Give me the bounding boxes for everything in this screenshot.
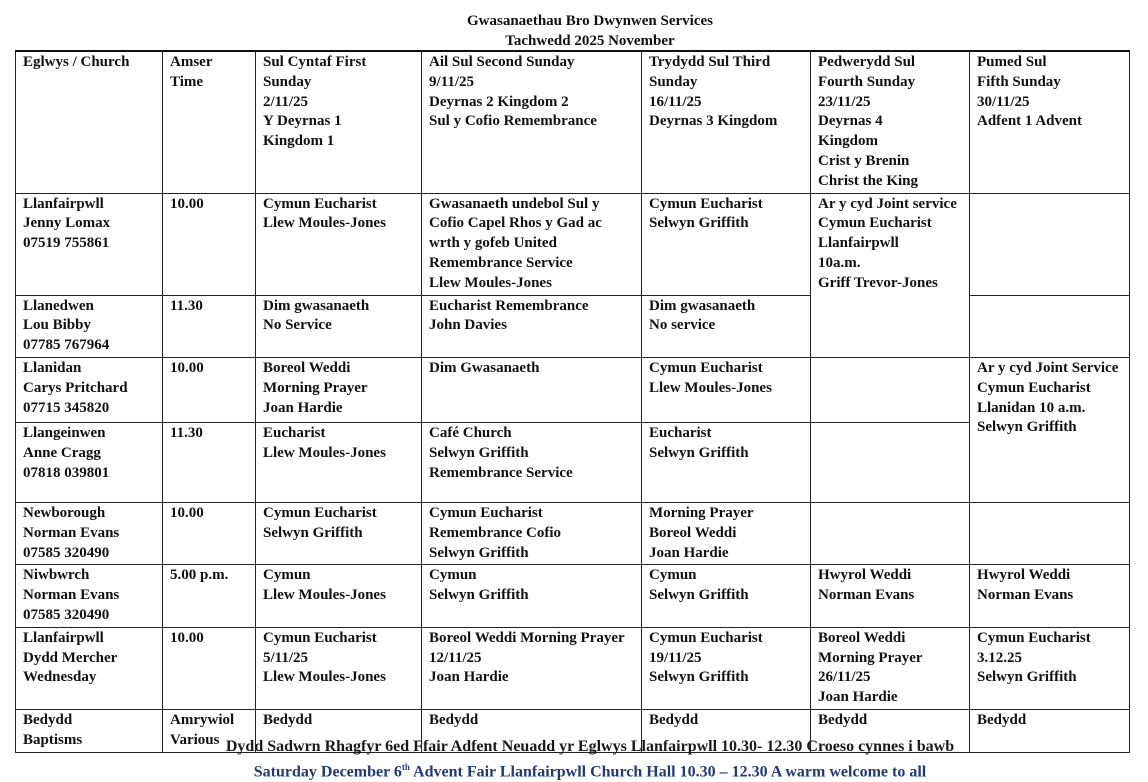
header-church: Eglwys / Church bbox=[15, 49, 163, 194]
service-cell: Eucharist Llew Moules-Jones bbox=[255, 421, 422, 503]
service-cell: Cymun Llew Moules-Jones bbox=[255, 564, 422, 628]
service-cell: Morning Prayer Boreol Weddi Joan Hardie bbox=[641, 501, 811, 566]
service-cell: Cymun Eucharist 3.12.25 Selwyn Griffith bbox=[969, 626, 1130, 710]
service-cell: Bedydd bbox=[421, 708, 642, 753]
church-cell: Llanfairpwll Dydd Mercher Wednesday bbox=[15, 626, 163, 710]
service-cell: Cymun Selwyn Griffith bbox=[421, 564, 642, 628]
table-row: Llanidan Carys Pritchard 07715 345820 10… bbox=[15, 356, 1130, 503]
service-cell: Bedydd bbox=[810, 708, 970, 753]
service-cell: Boreol Weddi Morning Prayer Joan Hardie bbox=[255, 356, 422, 423]
service-cell: Cymun Eucharist Selwyn Griffith bbox=[641, 192, 811, 296]
header-fifth-sunday: Pumed Sul Fifth Sunday 30/11/25 Adfent 1… bbox=[969, 49, 1130, 194]
service-cell: Bedydd bbox=[969, 708, 1130, 753]
service-cell: Hwyrol Weddi Norman Evans bbox=[969, 564, 1130, 628]
time-cell: 10.00 bbox=[162, 501, 256, 566]
document-title: Gwasanaethau Bro Dwynwen Services bbox=[467, 13, 713, 29]
service-cell bbox=[969, 192, 1130, 296]
service-cell: Cymun Eucharist 19/11/25 Selwyn Griffith bbox=[641, 626, 811, 710]
service-cell: Hwyrol Weddi Norman Evans bbox=[810, 564, 970, 628]
service-cell: Cymun Eucharist Remembrance Cofio Selwyn… bbox=[421, 501, 642, 566]
church-cell: Newborough Norman Evans 07585 320490 bbox=[15, 501, 163, 566]
services-table: Eglwys / Church Amser Time Sul Cyntaf Fi… bbox=[15, 49, 1130, 753]
time-cell: 11.30 bbox=[162, 421, 256, 503]
service-cell: Dim gwasanaeth No service bbox=[641, 294, 811, 358]
footer-welsh: Dydd Sadwrn Rhagfyr 6ed Ffair Adfent Neu… bbox=[225, 738, 955, 755]
service-cell: Cymun Selwyn Griffith bbox=[641, 564, 811, 628]
church-cell: Niwbwrch Norman Evans 07585 320490 bbox=[15, 564, 163, 628]
church-cell: Bedydd Baptisms bbox=[15, 708, 163, 753]
service-cell: Gwasanaeth undebol Sul y Cofio Capel Rho… bbox=[421, 192, 642, 296]
service-cell: Boreol Weddi Morning Prayer 12/11/25 Joa… bbox=[421, 626, 642, 710]
service-cell bbox=[969, 501, 1130, 566]
service-cell: Cymun Eucharist Llew Moules-Jones bbox=[255, 192, 422, 296]
time-cell: Amrywiol Various bbox=[162, 708, 256, 753]
church-cell: Llanedwen Lou Bibby 07785 767964 bbox=[15, 294, 163, 358]
footer-english: Saturday December 6th Advent Fair Llanfa… bbox=[0, 757, 1148, 782]
table-row: Llanedwen Lou Bibby 07785 767964 11.30 D… bbox=[15, 294, 1130, 358]
header-time: Amser Time bbox=[162, 49, 256, 194]
table-row: Bedydd Baptisms Amrywiol Various Bedydd … bbox=[15, 708, 1130, 753]
document-subtitle: Tachwedd 2025 November bbox=[505, 33, 675, 49]
service-cell: Bedydd bbox=[255, 708, 422, 753]
header-second-sunday: Ail Sul Second Sunday 9/11/25 Deyrnas 2 … bbox=[421, 49, 642, 194]
service-cell: Boreol Weddi Morning Prayer 26/11/25 Joa… bbox=[810, 626, 970, 710]
time-cell: 5.00 p.m. bbox=[162, 564, 256, 628]
table-row: Llangeinwen Anne Cragg 07818 039801 11.3… bbox=[15, 421, 1130, 503]
header-row: Eglwys / Church Amser Time Sul Cyntaf Fi… bbox=[15, 49, 1130, 194]
church-cell: Llanidan Carys Pritchard 07715 345820 bbox=[15, 356, 163, 423]
service-cell: Cymun Eucharist Selwyn Griffith bbox=[255, 501, 422, 566]
service-cell: Cymun Eucharist Llew Moules-Jones bbox=[641, 356, 811, 423]
service-cell: Cymun Eucharist 5/11/25 Llew Moules-Jone… bbox=[255, 626, 422, 710]
service-cell bbox=[810, 356, 970, 423]
table-row: Llanfairpwll Jenny Lomax 07519 755861 10… bbox=[15, 192, 1130, 358]
table-row: Niwbwrch Norman Evans 07585 320490 5.00 … bbox=[15, 564, 1130, 628]
time-cell: 10.00 bbox=[162, 356, 256, 423]
header-third-sunday: Trydydd Sul Third Sunday 16/11/25 Deyrna… bbox=[641, 49, 811, 194]
footer-english-suffix: th bbox=[401, 762, 410, 772]
time-cell: 11.30 bbox=[162, 294, 256, 358]
header-fourth-sunday: Pedwerydd Sul Fourth Sunday 23/11/25 Dey… bbox=[810, 49, 970, 194]
service-cell: Dim gwasanaeth No Service bbox=[255, 294, 422, 358]
service-cell bbox=[810, 421, 970, 503]
service-cell: Eucharist Remembrance John Davies bbox=[421, 294, 642, 358]
table-row: Llanfairpwll Dydd Mercher Wednesday 10.0… bbox=[15, 626, 1130, 710]
service-cell bbox=[810, 501, 970, 566]
joint-service-cell: Ar y cyd Joint Service Cymun Eucharist L… bbox=[969, 356, 1130, 503]
church-cell: Llangeinwen Anne Cragg 07818 039801 bbox=[15, 421, 163, 503]
service-cell: Bedydd bbox=[641, 708, 811, 753]
service-cell: Dim Gwasanaeth bbox=[421, 356, 642, 423]
service-cell bbox=[969, 294, 1130, 358]
church-cell: Llanfairpwll Jenny Lomax 07519 755861 bbox=[15, 192, 163, 296]
time-cell: 10.00 bbox=[162, 626, 256, 710]
service-cell: Café Church Selwyn Griffith Remembrance … bbox=[421, 421, 642, 503]
header-first-sunday: Sul Cyntaf First Sunday 2/11/25 Y Deyrna… bbox=[255, 49, 422, 194]
service-cell: Eucharist Selwyn Griffith bbox=[641, 421, 811, 503]
footer-english-end: Advent Fair Llanfairpwll Church Hall 10.… bbox=[409, 763, 927, 781]
time-cell: 10.00 bbox=[162, 192, 256, 296]
table-row: Newborough Norman Evans 07585 320490 10.… bbox=[15, 501, 1130, 566]
joint-service-cell: Ar y cyd Joint service Cymun Eucharist L… bbox=[810, 192, 970, 358]
footer-english-start: Saturday December 6 bbox=[253, 763, 402, 781]
